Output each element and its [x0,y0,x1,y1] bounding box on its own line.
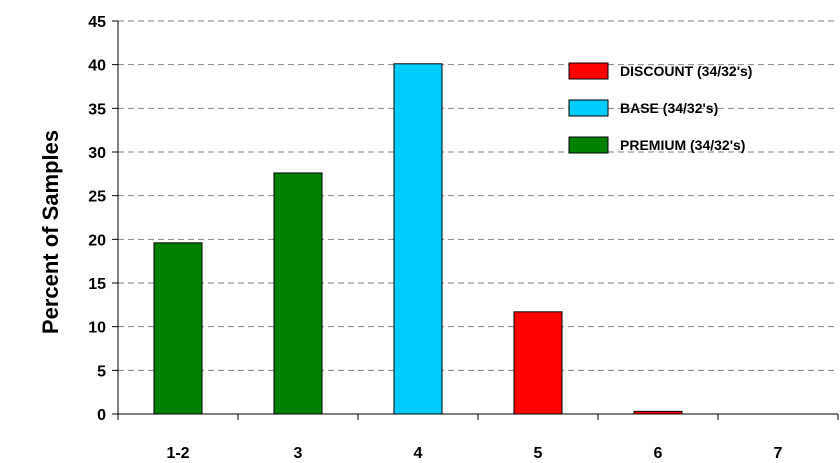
x-tick-labels: 1-2 3 4 5 6 7 [117,414,839,462]
bar-1-2 [153,242,203,415]
y-tick-label: 45 [88,14,106,31]
legend-label: DISCOUNT (34/32's) [620,63,752,79]
y-tick-label: 5 [97,363,106,380]
bar-5 [513,311,563,415]
legend-swatch [568,99,609,117]
legend-swatch [568,136,609,154]
legend: DISCOUNT (34/32's) BASE (34/32's) PREMIUM … [568,62,752,154]
x-tick-label: 1-2 [166,445,189,462]
bar-3 [273,172,323,415]
legend-label: BASE (34/32's) [620,100,718,116]
x-tick-label: 4 [414,445,423,462]
y-tick-label: 35 [88,101,106,118]
bars [153,63,683,415]
legend-label: PREMIUM (34/32's) [620,137,745,153]
y-tick-label: 0 [97,407,106,424]
x-tick-label: 7 [774,445,783,462]
bar-4 [393,63,443,415]
x-tick-label: 3 [294,445,303,462]
y-tick-label: 40 [88,58,106,75]
y-axis-label: Percent of Samples [38,130,63,334]
y-tick-label: 25 [88,189,106,206]
y-tick-label: 15 [88,276,106,293]
y-tick-label: 20 [88,232,106,249]
x-tick-label: 6 [654,445,663,462]
y-tick-label: 30 [88,145,106,162]
legend-swatch [568,62,609,80]
y-tick-label: 10 [88,320,106,337]
axes [117,21,838,415]
x-tick-label: 5 [534,445,543,462]
y-tick-labels: 0 5 10 15 20 25 30 35 40 45 [88,14,118,424]
gridlines [118,20,838,371]
